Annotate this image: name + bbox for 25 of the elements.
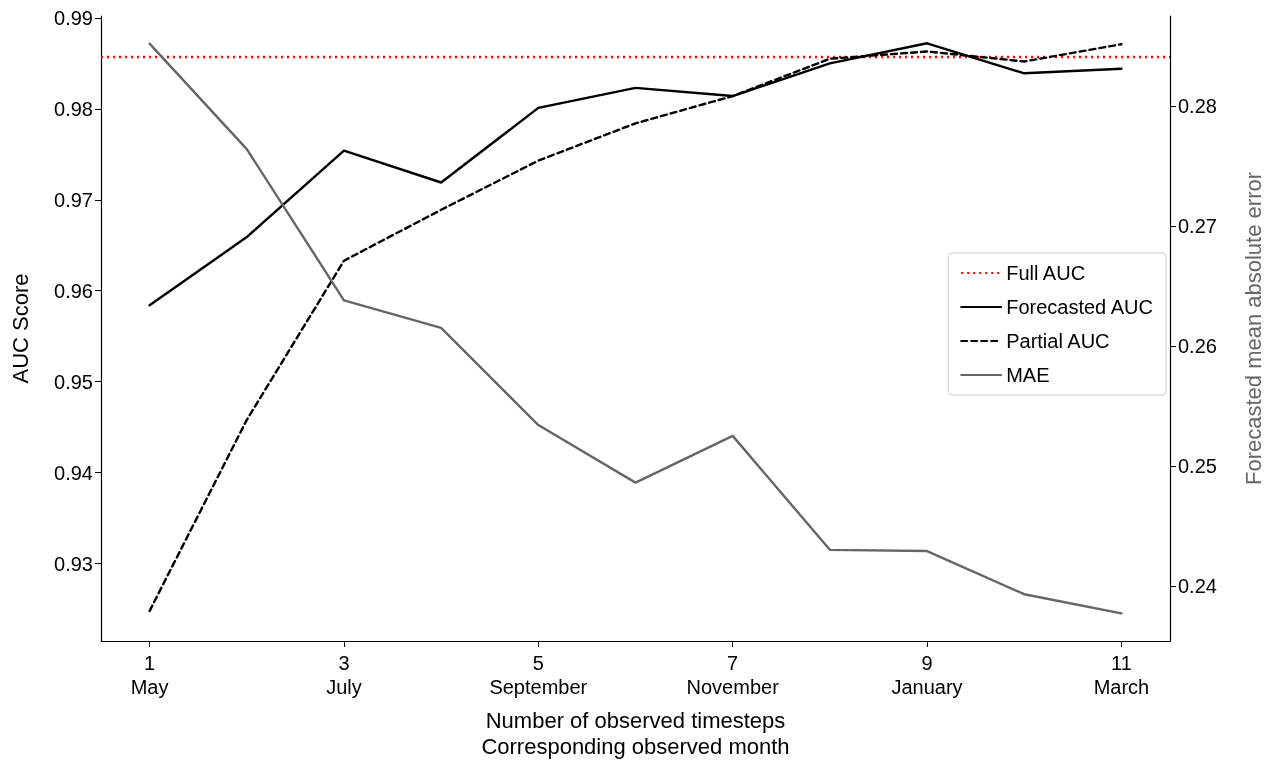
x-tick-label: 3 July xyxy=(326,652,362,698)
x-tick-label: 7 November xyxy=(686,652,780,698)
y-tick-label: 0.96 xyxy=(54,279,93,302)
y2-tick-label: 0.27 xyxy=(1178,214,1217,237)
y-tick-label: 0.94 xyxy=(54,461,93,484)
y-tick-label: 0.97 xyxy=(54,188,93,211)
legend-label: MAE xyxy=(1006,364,1050,386)
y2-axis-title: Forecasted mean absolute error xyxy=(1240,171,1266,486)
y-tick-label: 0.95 xyxy=(54,370,93,393)
x-tick-label: 5 September xyxy=(489,652,588,698)
x-tick-label: 1 May xyxy=(130,652,169,698)
y-tick-label: 0.93 xyxy=(54,552,93,575)
legend-label: Forecasted AUC xyxy=(1006,296,1153,318)
legend-label: Partial AUC xyxy=(1006,330,1110,352)
y2-tick-label: 0.24 xyxy=(1178,574,1217,597)
y2-tick-label: 0.26 xyxy=(1178,334,1217,357)
legend-label: Full AUC xyxy=(1006,262,1086,284)
y-axis-title: AUC Score xyxy=(7,273,33,384)
x-tick-label: 11 March xyxy=(1093,652,1150,698)
y2-tick-label: 0.25 xyxy=(1178,454,1217,477)
x-axis-title: Number of observed timesteps Corresponding observed month xyxy=(481,707,790,759)
y-tick-label: 0.98 xyxy=(54,97,93,120)
y2-tick-label: 0.28 xyxy=(1178,94,1217,117)
x-tick-label: 9 January xyxy=(891,652,963,698)
y-tick-label: 0.99 xyxy=(54,6,93,29)
